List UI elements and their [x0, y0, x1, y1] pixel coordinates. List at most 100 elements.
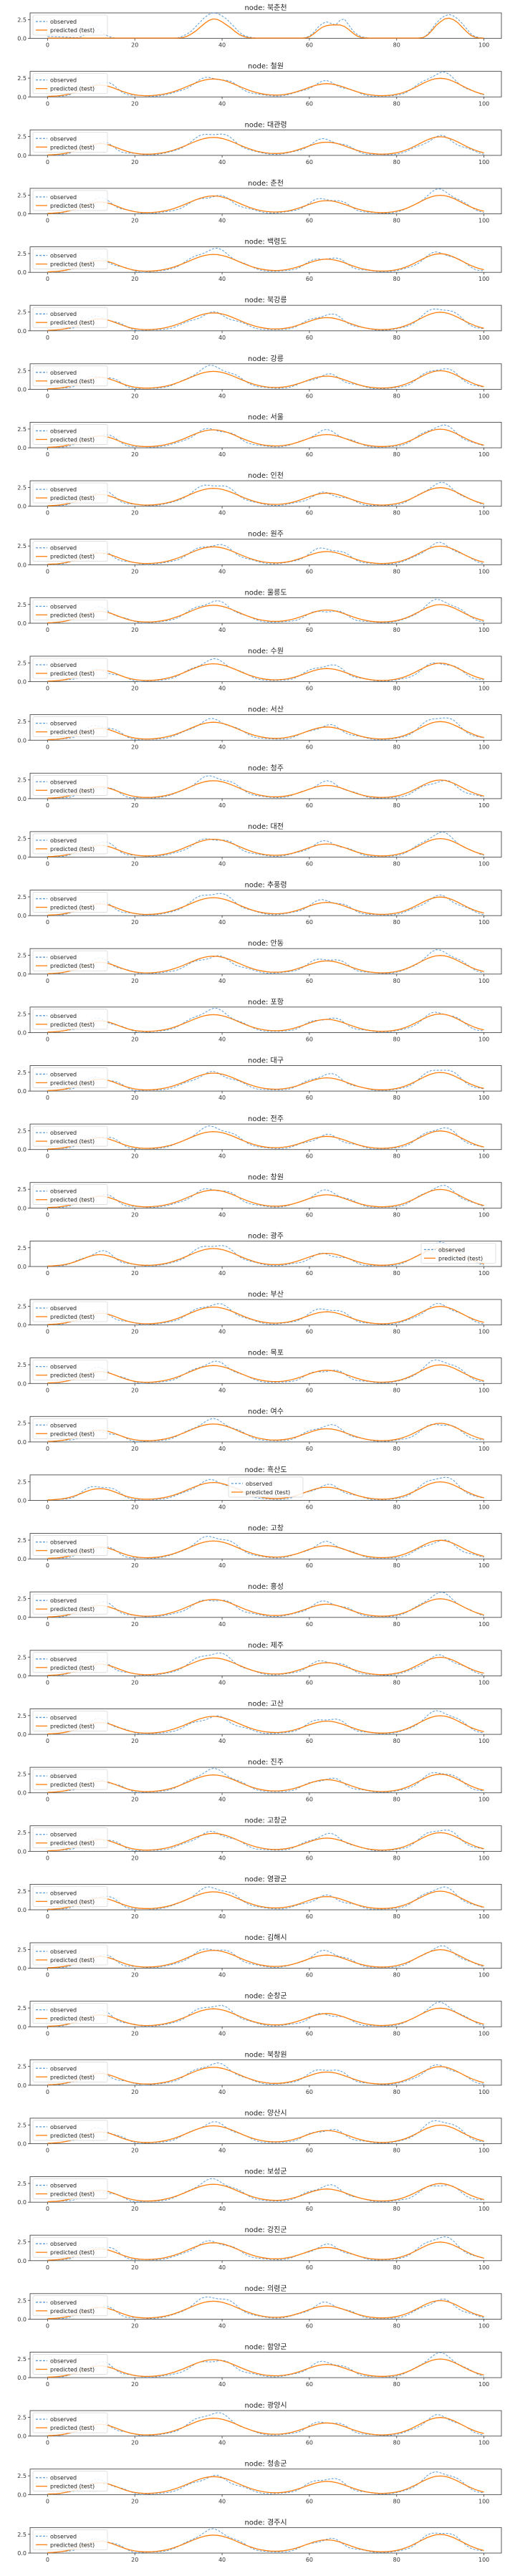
series-line-observed — [47, 1710, 484, 1735]
x-tick-label: 80 — [393, 1270, 400, 1277]
x-tick-label: 80 — [393, 2030, 400, 2037]
subplot: node: 의령군 0 20 40 60 80 100 2.5 0.0 observed predi… — [17, 2284, 502, 2329]
series-line-observed — [47, 1767, 484, 1793]
legend-label: predicted (test) — [50, 2425, 95, 2431]
x-tick-label: 60 — [306, 1738, 313, 1744]
series-line-predicted — [47, 2534, 484, 2553]
subplot: node: 포항 0 20 40 60 80 100 2.5 0.0 observed predic… — [17, 998, 502, 1042]
legend-label: observed — [50, 2358, 77, 2364]
x-tick-label: 0 — [46, 568, 49, 575]
legend-box — [32, 1360, 108, 1380]
x-tick-label: 0 — [46, 1562, 49, 1569]
y-tick-label: 0.0 — [17, 1264, 27, 1270]
legend-label: predicted (test) — [50, 2191, 95, 2198]
x-tick-label: 100 — [478, 2440, 489, 2446]
x-tick-label: 100 — [478, 2030, 489, 2037]
x-tick-label: 20 — [131, 2440, 138, 2446]
x-tick-label: 100 — [478, 100, 489, 107]
x-tick-label: 100 — [478, 1036, 489, 1042]
x-tick-label: 40 — [218, 451, 226, 458]
x-tick-label: 20 — [131, 1797, 138, 1803]
subplot: node: 대관령 0 20 40 60 80 100 2.5 0.0 observed predi… — [17, 120, 502, 165]
x-tick-label: 40 — [218, 2089, 226, 2095]
series-line-predicted — [47, 2124, 484, 2144]
x-tick-label: 20 — [131, 1738, 138, 1744]
x-tick-label: 60 — [306, 1504, 313, 1511]
series-line-observed — [47, 2062, 484, 2086]
x-tick-label: 0 — [46, 978, 49, 984]
x-tick-label: 100 — [478, 42, 489, 49]
series-line-observed — [47, 1535, 484, 1559]
series-line-observed — [47, 893, 484, 916]
legend-label: predicted (test) — [50, 787, 95, 794]
legend-label: predicted (test) — [50, 2074, 95, 2080]
axes-frame — [29, 2352, 502, 2378]
subplot-title: node: 광주 — [248, 1231, 284, 1240]
subplot-title: node: 목포 — [248, 1349, 284, 1357]
y-tick-label: 2.5 — [17, 777, 27, 784]
series-line-predicted — [47, 136, 484, 155]
x-tick-label: 80 — [393, 218, 400, 224]
x-tick-label: 100 — [478, 1797, 489, 1803]
subplot-title: node: 보성군 — [244, 2168, 287, 2176]
axes-frame — [29, 2001, 502, 2027]
x-tick-label: 100 — [478, 2557, 489, 2563]
y-tick-label: 2.5 — [17, 16, 27, 23]
x-tick-label: 60 — [306, 1679, 313, 1686]
legend-label: observed — [50, 2533, 77, 2539]
x-tick-label: 100 — [478, 2264, 489, 2271]
subplot: node: 경주시 0 20 40 60 80 100 2.5 0.0 observed predi… — [17, 2517, 502, 2563]
x-tick-label: 40 — [218, 2264, 226, 2271]
x-tick-label: 100 — [478, 1211, 489, 1218]
series-line-observed — [47, 1476, 484, 1501]
series-line-observed — [47, 1886, 484, 1910]
x-tick-label: 20 — [131, 978, 138, 984]
series-line-observed — [47, 2412, 484, 2436]
legend-label: observed — [50, 545, 77, 552]
x-tick-label: 80 — [393, 2557, 400, 2563]
legend-box — [32, 1886, 108, 1907]
legend-label: predicted (test) — [50, 261, 95, 268]
axes-frame — [29, 1591, 502, 1618]
y-tick-label: 2.5 — [17, 1654, 27, 1661]
x-tick-label: 80 — [393, 1855, 400, 1861]
subplot-title: node: 부산 — [248, 1290, 284, 1299]
subplot: node: 광주 0 20 40 60 80 100 2.5 0.0 observed predic… — [17, 1231, 502, 1277]
x-tick-label: 80 — [393, 686, 400, 692]
x-tick-label: 40 — [218, 1153, 226, 1160]
legend-label: predicted (test) — [50, 1723, 95, 1729]
x-tick-label: 60 — [306, 510, 313, 516]
legend-label: observed — [50, 1597, 77, 1604]
legend-label: predicted (test) — [50, 2542, 95, 2548]
x-tick-label: 100 — [478, 2089, 489, 2095]
x-tick-label: 80 — [393, 1095, 400, 1101]
legend-label: predicted (test) — [50, 612, 95, 618]
legend-box — [32, 774, 108, 796]
legend-label: observed — [50, 19, 77, 25]
x-tick-label: 20 — [131, 1972, 138, 1979]
axes-frame — [29, 304, 502, 332]
series-line-predicted — [47, 1305, 484, 1325]
series-line-observed — [47, 717, 484, 741]
y-tick-label: 2.5 — [17, 1303, 27, 1309]
x-tick-label: 100 — [478, 1679, 489, 1686]
legend-label: observed — [50, 2065, 77, 2072]
x-tick-label: 20 — [131, 1446, 138, 1452]
x-tick-label: 80 — [393, 42, 400, 49]
legend-label: predicted (test) — [50, 1431, 95, 1437]
axes-frame — [29, 188, 502, 214]
legend-label: predicted (test) — [50, 2366, 95, 2373]
x-tick-label: 20 — [131, 861, 138, 868]
x-tick-label: 80 — [393, 159, 400, 165]
legend-label: observed — [50, 2299, 77, 2306]
x-tick-label: 80 — [393, 393, 400, 399]
y-tick-label: 0.0 — [17, 328, 27, 335]
x-tick-label: 80 — [393, 2148, 400, 2154]
x-tick-label: 100 — [478, 1562, 489, 1569]
subplot-title: node: 대관령 — [244, 120, 287, 129]
subplot: node: 대전 0 20 40 60 80 100 2.5 0.0 observed predic… — [17, 822, 502, 868]
x-tick-label: 0 — [46, 2030, 49, 2037]
y-tick-label: 0.0 — [17, 1907, 27, 1913]
legend-label: predicted (test) — [50, 1957, 95, 1964]
